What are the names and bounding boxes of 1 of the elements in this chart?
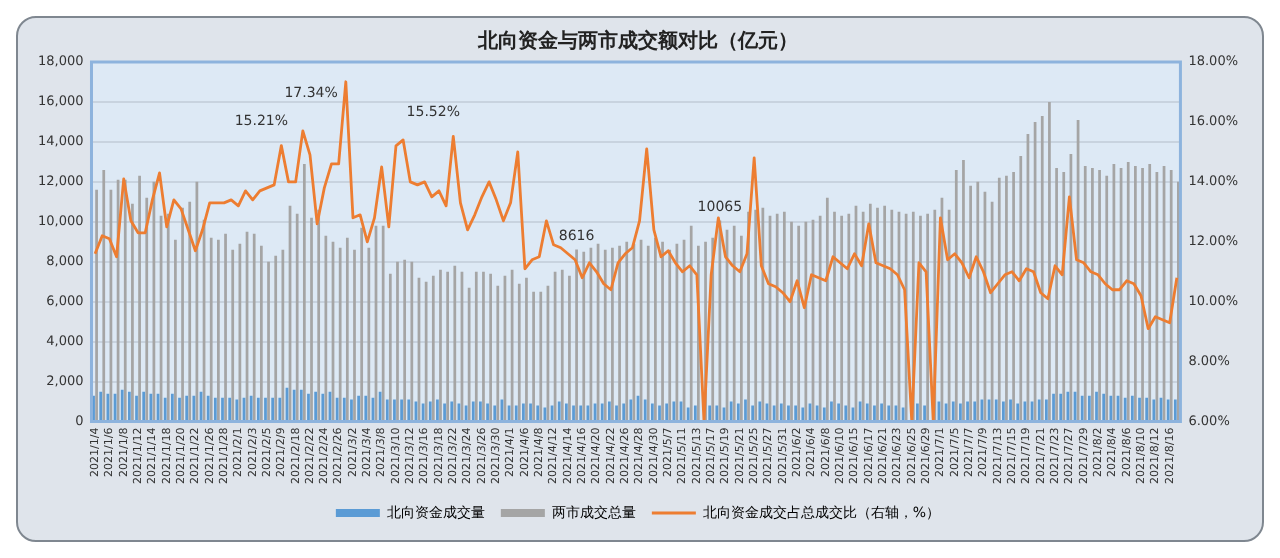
chart-title: 北向资金与两市成交额对比（亿元） xyxy=(476,29,798,54)
